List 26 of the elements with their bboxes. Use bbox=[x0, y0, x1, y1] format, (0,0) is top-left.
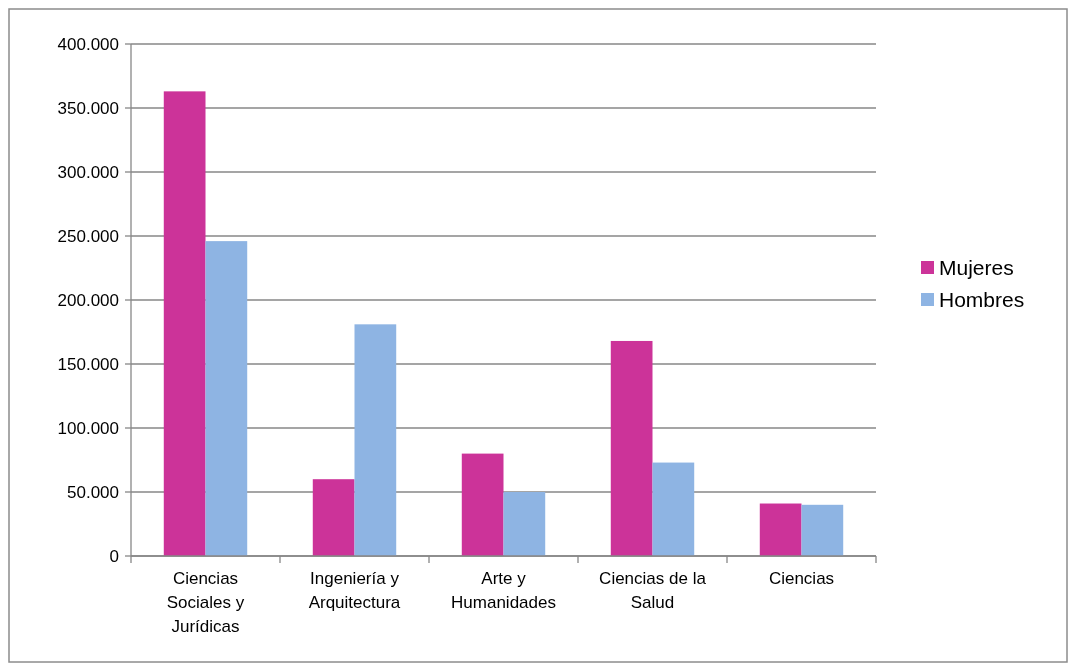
x-tick-label: Ingeniería y Arquitectura bbox=[308, 569, 401, 612]
bar bbox=[610, 340, 653, 556]
y-tick-label: 150.000 bbox=[57, 354, 119, 374]
x-tick-label: Arte y Humanidades bbox=[451, 569, 556, 612]
y-tick-label: 50.000 bbox=[67, 482, 119, 502]
legend-label: Hombres bbox=[939, 288, 1025, 312]
bar bbox=[205, 241, 248, 556]
y-tick-label: 0 bbox=[109, 546, 119, 566]
bar bbox=[801, 504, 844, 556]
bar bbox=[312, 479, 355, 556]
y-tick-label: 200.000 bbox=[57, 290, 119, 310]
y-tick-label: 300.000 bbox=[57, 162, 119, 182]
y-tick-label: 400.000 bbox=[57, 34, 119, 54]
y-tick-label: 250.000 bbox=[57, 226, 119, 246]
y-tick-label: 350.000 bbox=[57, 98, 119, 118]
y-tick-label: 100.000 bbox=[57, 418, 119, 438]
bar bbox=[461, 453, 504, 556]
x-tick-label: Ciencias Sociales y Jurídicas bbox=[166, 569, 245, 636]
legend-label: Mujeres bbox=[939, 256, 1014, 280]
bar bbox=[652, 462, 695, 556]
x-tick-label: Ciencias bbox=[768, 569, 835, 588]
bar bbox=[759, 503, 802, 556]
bar bbox=[503, 492, 546, 556]
bar bbox=[163, 91, 206, 556]
bar bbox=[354, 324, 397, 556]
x-tick-label: Ciencias de la Salud bbox=[599, 569, 707, 612]
